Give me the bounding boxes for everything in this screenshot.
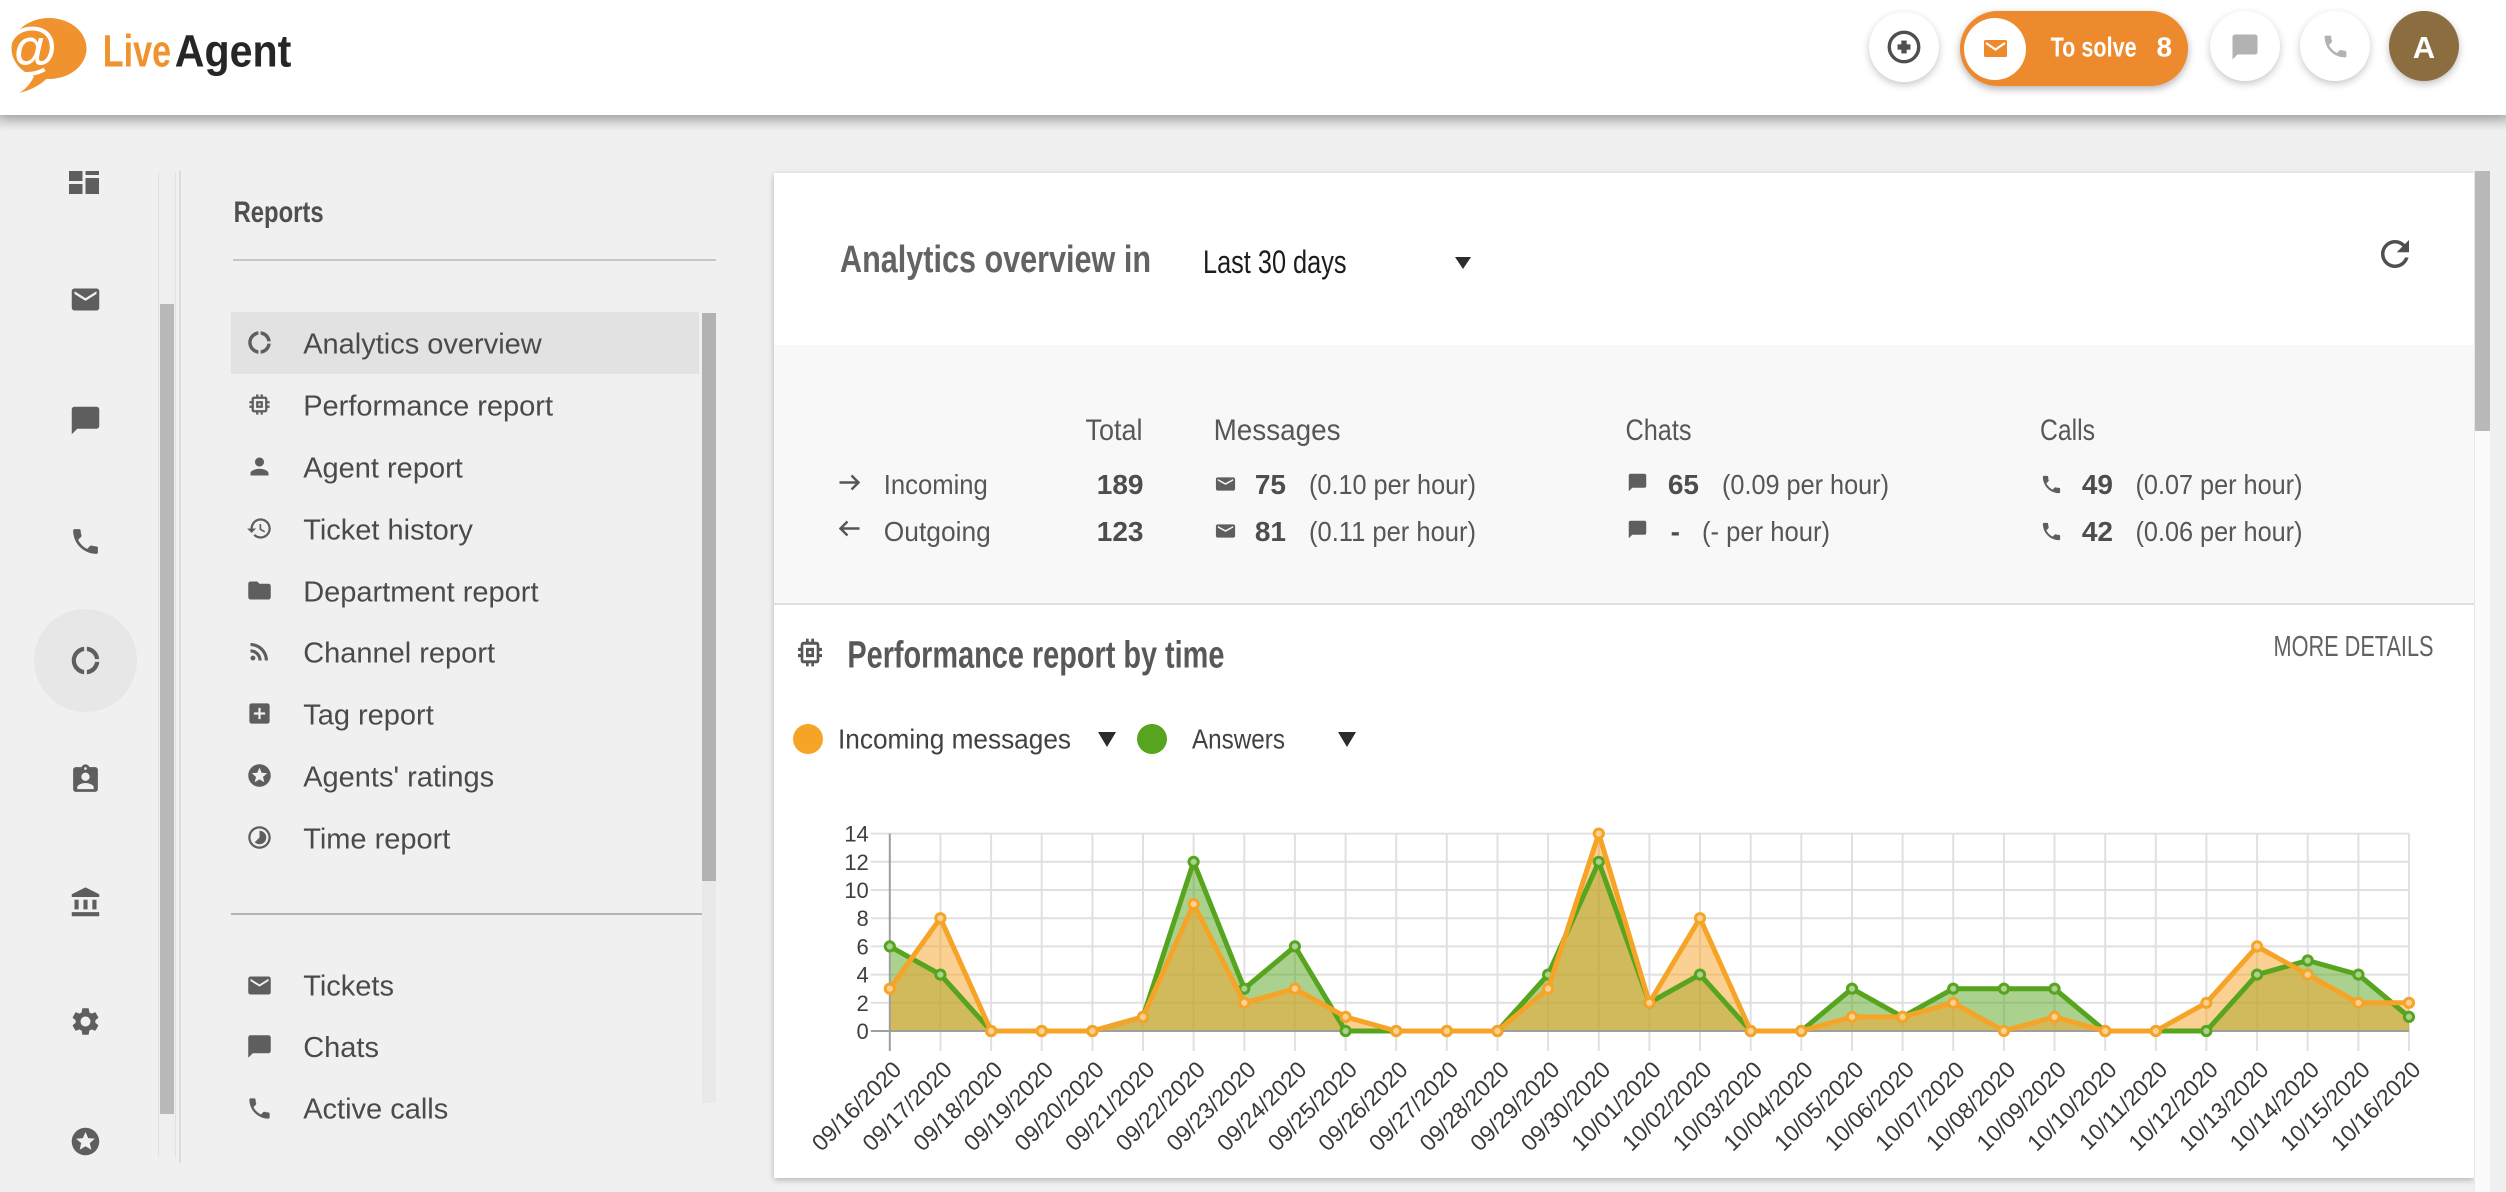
svg-text:10: 10 [844, 878, 868, 903]
svg-text:Tickets: Tickets [303, 971, 394, 1003]
svg-text:Time report: Time report [303, 824, 450, 856]
svg-text:Chats: Chats [303, 1032, 379, 1064]
svg-text:Reports: Reports [234, 196, 324, 229]
svg-text:14: 14 [844, 822, 868, 847]
svg-text:Department report: Department report [303, 577, 538, 609]
svg-text:Active calls: Active calls [303, 1094, 448, 1126]
svg-text:Agents' ratings: Agents' ratings [303, 762, 494, 794]
svg-text:Agent report: Agent report [303, 453, 463, 485]
svg-text:Ticket history: Ticket history [303, 515, 473, 547]
svg-text:Tag report: Tag report [303, 700, 434, 732]
svg-text:4: 4 [857, 963, 869, 988]
svg-text:@: @ [2, 16, 58, 80]
svg-text:2: 2 [857, 991, 869, 1016]
svg-text:12: 12 [844, 850, 868, 875]
svg-text:Performance report: Performance report [303, 391, 553, 423]
svg-text:0: 0 [857, 1019, 869, 1044]
svg-text:Channel report: Channel report [303, 638, 495, 670]
svg-text:8: 8 [857, 906, 869, 931]
svg-text:6: 6 [857, 934, 869, 959]
